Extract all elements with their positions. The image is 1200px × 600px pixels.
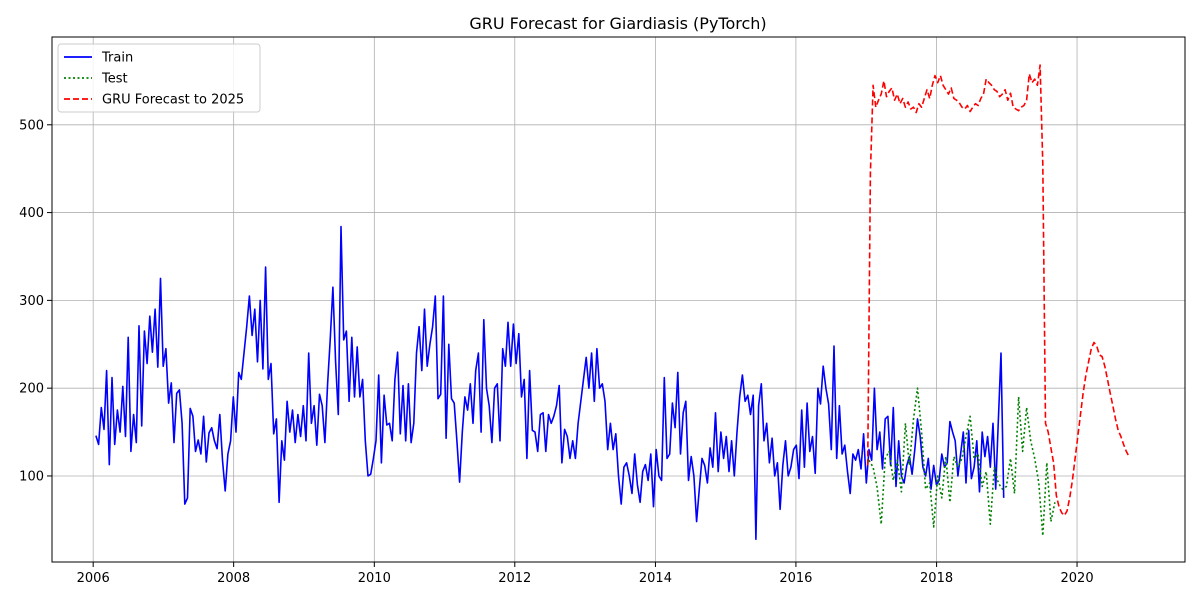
x-tick-label: 2006 (77, 571, 110, 586)
legend-box (57, 43, 261, 113)
y-tick-label: 500 (19, 118, 44, 133)
series-line-test (868, 387, 1056, 537)
legend-entries: Train Test GRU Forecast to 2025 (64, 51, 244, 108)
x-tick-label: 2014 (639, 571, 672, 586)
x-tick-label: 2018 (920, 571, 953, 586)
plot-frame (51, 36, 1186, 563)
x-tick-label: 2010 (358, 571, 391, 586)
y-tick-label: 100 (19, 469, 44, 484)
series-line-train (95, 225, 1005, 540)
x-tick-label: 2008 (217, 571, 250, 586)
y-tick-label: 200 (19, 382, 44, 397)
x-tick-label: 2012 (498, 571, 531, 586)
series-line-gru-forecast-to-2025 (866, 64, 1130, 517)
y-tick-label: 300 (19, 294, 44, 309)
chart-title: GRU Forecast for Giardiasis (PyTorch) (469, 14, 766, 33)
legend-label: Test (101, 72, 128, 87)
legend-label: Train (101, 51, 133, 66)
y-tick-label: 400 (19, 206, 44, 221)
y-tick-layer: 100 200 300 400 500 (19, 118, 52, 484)
legend-label: GRU Forecast to 2025 (102, 93, 244, 108)
x-tick-label: 2016 (779, 571, 812, 586)
legend: Train Test GRU Forecast to 2025 (57, 43, 261, 113)
series-layer (95, 64, 1130, 540)
x-tick-layer: 2006 2008 2010 2012 2014 2016 2018 2020 (77, 562, 1094, 586)
x-tick-label: 2020 (1061, 571, 1094, 586)
